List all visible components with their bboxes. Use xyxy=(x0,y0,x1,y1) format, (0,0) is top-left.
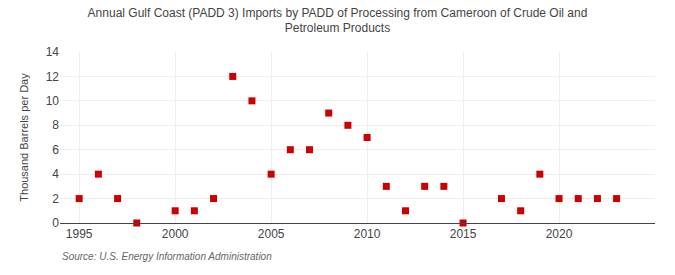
svg-text:12: 12 xyxy=(46,70,60,84)
svg-text:Source: U.S. Energy Informatio: Source: U.S. Energy Information Administ… xyxy=(62,251,272,262)
svg-text:2020: 2020 xyxy=(546,227,573,241)
svg-text:8: 8 xyxy=(52,118,59,132)
svg-text:1995: 1995 xyxy=(66,227,93,241)
svg-text:2015: 2015 xyxy=(450,227,477,241)
svg-text:6: 6 xyxy=(52,143,59,157)
svg-text:2: 2 xyxy=(52,192,59,206)
svg-text:10: 10 xyxy=(46,94,60,108)
svg-text:4: 4 xyxy=(52,167,59,181)
svg-text:Annual Gulf Coast (PADD 3) Imp: Annual Gulf Coast (PADD 3) Imports by PA… xyxy=(88,6,588,36)
svg-text:0: 0 xyxy=(52,216,59,230)
svg-text:2010: 2010 xyxy=(354,227,381,241)
svg-text:Thousand Barrels per Day: Thousand Barrels per Day xyxy=(18,73,30,202)
svg-text:2000: 2000 xyxy=(162,227,189,241)
svg-text:2005: 2005 xyxy=(258,227,285,241)
svg-text:14: 14 xyxy=(46,45,60,59)
